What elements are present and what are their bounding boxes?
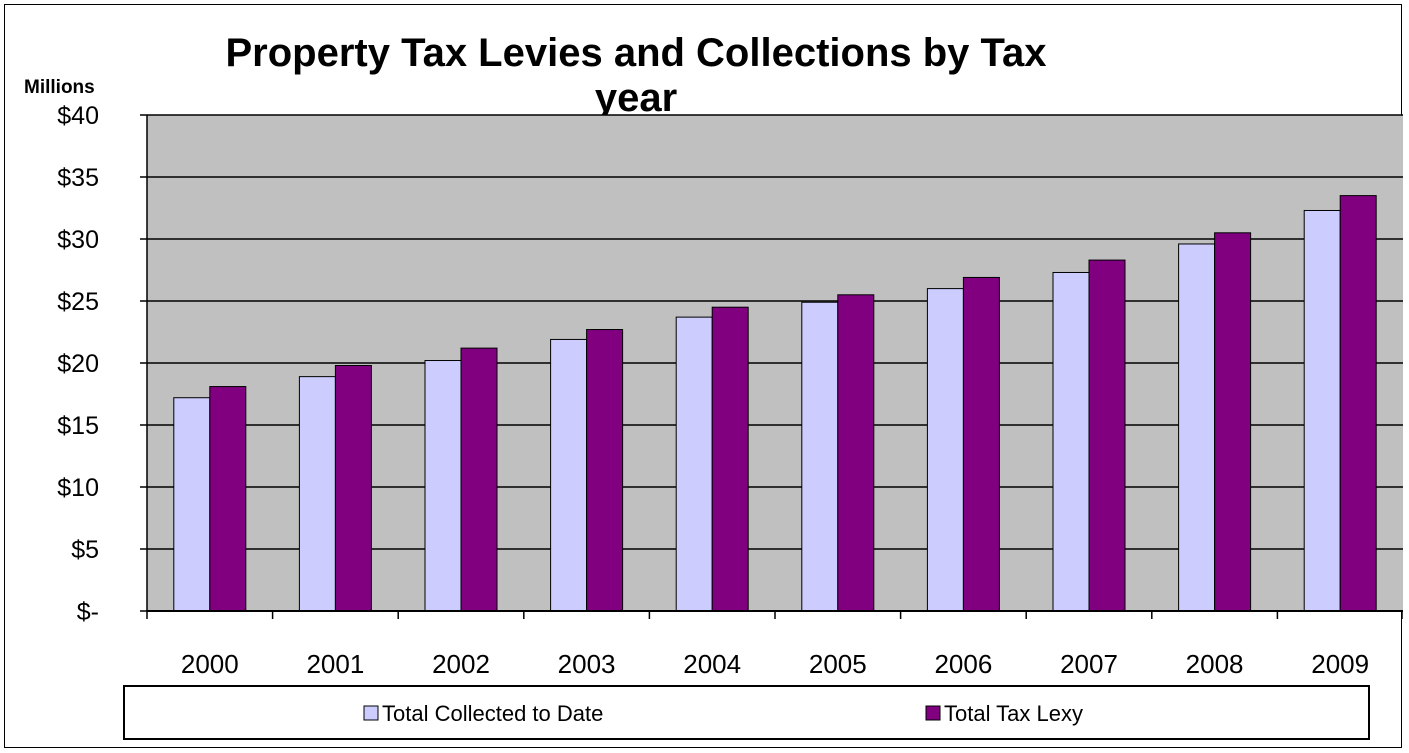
bar-collected-2009	[1303, 209, 1341, 612]
bar-levy-2003	[586, 329, 624, 612]
y-tick-label: $25	[57, 288, 99, 316]
x-tick-labels: 2000 2001 2002 2003 2004 2005 2006 2007 2008 2009	[181, 649, 1369, 679]
legend-label-levy: Total Tax Lexy	[944, 701, 1083, 726]
chart-canvas: Property Tax Levies and Collections by T…	[24, 31, 1403, 740]
axes	[140, 114, 1403, 619]
bar-levy-2009	[1339, 195, 1377, 612]
y-axis-unit-label: Millions	[24, 77, 95, 98]
x-tick-label: 2007	[1060, 649, 1118, 679]
bar-collected-2003	[550, 338, 588, 612]
y-tick-label: $10	[57, 474, 99, 502]
bar-collected-2008	[1178, 243, 1216, 612]
bar-levy-2004	[711, 306, 749, 612]
bars	[173, 195, 1377, 612]
y-tick-label: $35	[57, 164, 99, 192]
bar-collected-2006	[926, 288, 964, 612]
y-tick-label: $15	[57, 412, 99, 440]
legend: Total Collected to Date Total Tax Lexy	[123, 685, 1370, 740]
chart-title-line-1: Property Tax Levies and Collections by T…	[226, 31, 1047, 75]
x-tick-label: 2003	[558, 649, 616, 679]
y-tick-labels: $- $5 $10 $15 $20 $25 $30 $35 $40	[57, 102, 99, 626]
x-tick-label: 2008	[1186, 649, 1244, 679]
x-tick-label: 2006	[934, 649, 992, 679]
bar-collected-2000	[173, 397, 211, 612]
bar-levy-2007	[1088, 259, 1126, 612]
y-tick-label: $20	[57, 350, 99, 378]
bar-collected-2004	[675, 316, 713, 612]
legend-box	[123, 685, 1370, 740]
chart-frame: Property Tax Levies and Collections by T…	[4, 4, 1403, 748]
bar-collected-2002	[424, 360, 462, 612]
x-tick-label: 2009	[1311, 649, 1369, 679]
legend-label-collected: Total Collected to Date	[382, 701, 603, 726]
bar-levy-2002	[460, 347, 498, 612]
bar-levy-2000	[209, 386, 247, 612]
bar-levy-2008	[1214, 232, 1252, 612]
bar-levy-2001	[334, 364, 372, 612]
y-tick-label: $-	[77, 598, 99, 626]
y-tick-label: $40	[57, 102, 99, 130]
y-tick-label: $30	[57, 226, 99, 254]
bar-collected-2007	[1052, 271, 1090, 612]
y-tick-label: $5	[71, 536, 99, 564]
bar-levy-2006	[962, 276, 1000, 612]
chart-title-line-2: year	[595, 76, 677, 120]
x-tick-label: 2004	[683, 649, 741, 679]
x-tick-label: 2000	[181, 649, 239, 679]
bar-levy-2005	[837, 294, 875, 612]
x-tick-label: 2002	[432, 649, 490, 679]
x-tick-label: 2001	[306, 649, 364, 679]
bar-collected-2005	[801, 301, 839, 612]
legend-swatch-levy	[925, 705, 941, 721]
bar-collected-2001	[298, 376, 336, 612]
legend-swatch-collected	[363, 705, 379, 721]
x-tick-label: 2005	[809, 649, 867, 679]
